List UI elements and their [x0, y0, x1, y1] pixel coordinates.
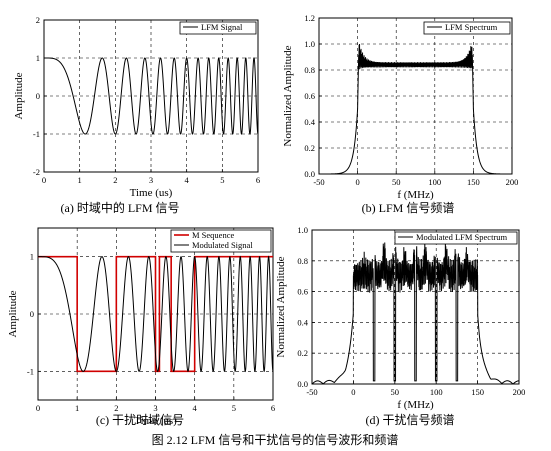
series-line-0: [312, 238, 519, 384]
x-tick-label: 6: [256, 175, 260, 185]
x-tick-label: 5: [232, 403, 236, 413]
y-tick-label: 1.0: [304, 39, 315, 49]
y-tick-label: -2: [33, 167, 40, 177]
y-axis-label: Amplitude: [13, 72, 25, 119]
x-tick-label: 3: [153, 403, 157, 413]
x-tick-label: 200: [506, 177, 519, 187]
series-line-0: [319, 43, 512, 174]
y-tick-label: 1: [36, 53, 40, 63]
figure-caption: 图 2.12 LFM 信号和干扰信号的信号波形和频谱: [152, 432, 399, 447]
panel-caption: (c) 干扰时域信号: [96, 413, 184, 427]
y-tick-label: 0.4: [304, 117, 315, 127]
panel-d: -50 0 50 100 150 200 0.0 0.2 0.4 0.6 0.8 1.0 f (MHz)…: [275, 225, 525, 427]
x-tick-label: 6: [271, 403, 275, 413]
legend-box: [423, 21, 511, 35]
panel-c: 0 1 2 3 4 5 6 -1 0 1 Time (us) Amplitude (c) 干扰时域信号 M…: [7, 227, 275, 427]
series-line-1: [38, 255, 273, 373]
y-tick-label: 2: [36, 15, 40, 25]
x-axis-label: Time (us): [130, 187, 173, 199]
legend-label: LFM Spectrum: [445, 22, 498, 32]
legend-box: [170, 229, 272, 253]
y-tick-label: 0.8: [297, 256, 308, 266]
x-axis-label: f (MHz): [397, 189, 434, 201]
y-axis-label: Normalized Amplitude: [282, 45, 294, 146]
y-tick-label: 1.2: [304, 13, 315, 23]
x-tick-label: 100: [430, 387, 443, 397]
legend-label: Modulated Signal: [192, 240, 253, 250]
x-tick-label: 50: [392, 177, 401, 187]
y-tick-label: 0.0: [304, 169, 315, 179]
x-tick-label: 4: [185, 175, 190, 185]
y-tick-label: 0.6: [304, 91, 315, 101]
x-tick-label: 3: [149, 175, 153, 185]
plot-area: [311, 229, 520, 385]
panel-b: -50 0 50 100 150 200 0.0 0.2 0.4 0.6 0.8 1.0 1.2 f (M…: [282, 13, 518, 215]
y-tick-label: 0: [30, 309, 34, 319]
legend-box: [179, 21, 257, 35]
x-tick-label: 4: [193, 403, 198, 413]
x-tick-label: 200: [513, 387, 526, 397]
y-tick-label: 0.2: [304, 143, 315, 153]
y-tick-label: 0: [36, 91, 40, 101]
series-line-0: [44, 57, 258, 135]
y-tick-label: 1: [30, 252, 34, 262]
x-tick-label: 2: [113, 175, 117, 185]
x-tick-label: 0: [351, 387, 355, 397]
x-tick-label: 2: [114, 403, 118, 413]
panel-caption: (d) 干扰信号频谱: [366, 413, 455, 427]
x-tick-label: -50: [313, 177, 324, 187]
y-tick-label: 0.2: [297, 348, 308, 358]
x-tick-label: 0: [36, 403, 40, 413]
x-tick-label: 0: [355, 177, 359, 187]
x-tick-label: 5: [220, 175, 224, 185]
x-tick-label: 0: [42, 175, 46, 185]
y-axis-label: Amplitude: [7, 290, 19, 337]
panel-caption: (a) 时域中的 LFM 信号: [61, 200, 180, 215]
legend-box: [394, 231, 518, 245]
y-tick-label: 0.8: [304, 65, 315, 75]
y-tick-label: 0.6: [297, 287, 308, 297]
x-axis-label: Time (us): [134, 415, 177, 427]
legend-label: Modulated LFM Spectrum: [416, 232, 508, 242]
x-tick-label: 1: [75, 403, 79, 413]
panel-a: 0 1 2 3 4 5 6 -2 -1 0 1 2 Time (us) Amplitude (a) 时域中的…: [13, 15, 260, 215]
y-tick-label: -1: [33, 129, 40, 139]
x-tick-label: 150: [467, 177, 480, 187]
x-tick-label: 150: [471, 387, 484, 397]
x-tick-label: 50: [391, 387, 400, 397]
x-tick-label: 1: [78, 175, 82, 185]
y-axis-label: Normalized Amplitude: [275, 256, 287, 357]
y-tick-label: 0.0: [297, 379, 308, 389]
y-tick-label: 1.0: [297, 225, 308, 235]
legend-label: M Sequence: [192, 230, 234, 240]
x-tick-label: -50: [306, 387, 317, 397]
x-tick-label: 100: [428, 177, 441, 187]
panel-caption: (b) LFM 信号频谱: [362, 201, 455, 215]
legend-label: LFM Signal: [201, 22, 243, 32]
y-tick-label: -1: [27, 366, 34, 376]
x-axis-label: f (MHz): [397, 399, 434, 411]
y-tick-label: 0.4: [297, 317, 308, 327]
